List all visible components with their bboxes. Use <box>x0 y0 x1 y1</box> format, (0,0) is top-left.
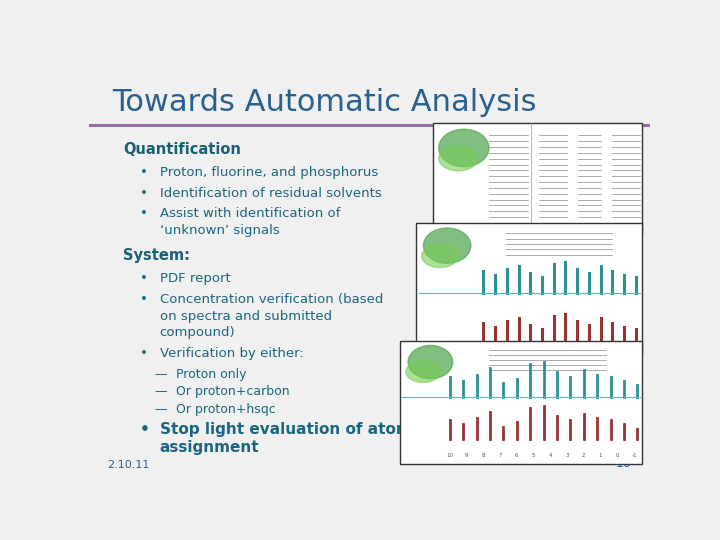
Text: 3: 3 <box>565 453 569 458</box>
Text: —: — <box>154 368 166 381</box>
Text: Proton, fluorine, and phosphorus: Proton, fluorine, and phosphorus <box>160 166 378 179</box>
Text: Identification of residual solvents: Identification of residual solvents <box>160 187 382 200</box>
Ellipse shape <box>423 228 471 264</box>
Text: •: • <box>140 166 148 179</box>
Text: 8: 8 <box>482 453 485 458</box>
Text: •: • <box>140 272 148 285</box>
Text: —: — <box>154 403 166 416</box>
Text: Verification by either:: Verification by either: <box>160 347 304 360</box>
Text: 5: 5 <box>532 453 536 458</box>
Text: •: • <box>140 347 148 360</box>
Text: •: • <box>140 422 150 437</box>
Bar <box>416 223 642 354</box>
Text: 7: 7 <box>498 453 502 458</box>
Text: 1: 1 <box>599 453 603 458</box>
Text: Quantification: Quantification <box>124 141 241 157</box>
Ellipse shape <box>408 346 453 379</box>
Text: •: • <box>140 187 148 200</box>
Text: Concentration verification (based: Concentration verification (based <box>160 293 383 306</box>
Ellipse shape <box>406 361 441 382</box>
Text: -1: -1 <box>631 453 636 458</box>
Text: •: • <box>140 293 148 306</box>
Text: on spectra and submitted: on spectra and submitted <box>160 310 332 323</box>
Text: Assist with identification of: Assist with identification of <box>160 207 340 220</box>
Bar <box>433 123 642 233</box>
Text: Proton only: Proton only <box>176 368 247 381</box>
Text: •: • <box>140 207 148 220</box>
Text: Stop light evaluation of atom: Stop light evaluation of atom <box>160 422 412 437</box>
Text: 2: 2 <box>582 453 585 458</box>
Ellipse shape <box>422 245 458 267</box>
Text: compound): compound) <box>160 326 235 339</box>
Text: 10: 10 <box>616 457 631 470</box>
Text: 4: 4 <box>549 453 552 458</box>
Text: —: — <box>154 386 166 399</box>
Text: System:: System: <box>124 248 191 263</box>
Ellipse shape <box>438 129 489 167</box>
Text: 2.10.11: 2.10.11 <box>107 460 149 470</box>
Text: 0: 0 <box>616 453 619 458</box>
Text: Towards Automatic Analysis: Towards Automatic Analysis <box>112 87 537 117</box>
Text: PDF report: PDF report <box>160 272 230 285</box>
Text: 10: 10 <box>446 453 454 458</box>
Ellipse shape <box>438 146 478 171</box>
Text: assignment: assignment <box>160 440 259 455</box>
Bar <box>400 341 642 464</box>
Text: ‘unknown’ signals: ‘unknown’ signals <box>160 224 279 237</box>
Text: 9: 9 <box>465 453 469 458</box>
Text: Or proton+carbon: Or proton+carbon <box>176 386 290 399</box>
Text: Or proton+hsqc: Or proton+hsqc <box>176 403 276 416</box>
Text: 6: 6 <box>515 453 518 458</box>
